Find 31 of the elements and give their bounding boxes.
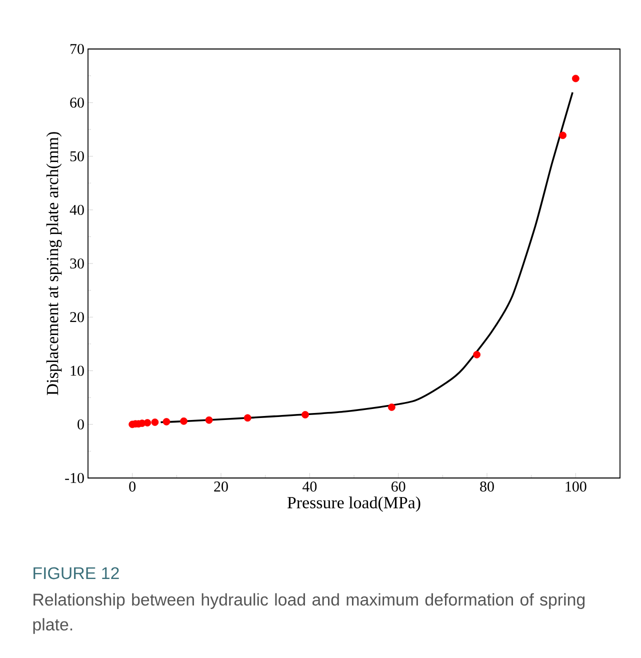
point (388, 404, 396, 411)
point (205, 416, 213, 424)
x-tick-label: 80 (480, 482, 494, 492)
line-series (160, 92, 574, 424)
y-axis-title: Displacement at spring plate arch(mm) (46, 132, 62, 396)
y-tick-label: 70 (70, 44, 84, 54)
point (162, 418, 170, 426)
caption: FIGURE 12 (34, 567, 119, 580)
y-tick-label: 40 (70, 204, 84, 215)
point (302, 411, 309, 418)
x-tick-label: 20 (214, 482, 228, 492)
x-tick-label: 60 (392, 482, 406, 492)
text: Relationship between hydraulic load and maximum deformation of spring plate. (33, 593, 585, 634)
point (572, 74, 580, 82)
y-tick-label: 10 (70, 366, 84, 376)
point (559, 132, 567, 140)
point (473, 350, 481, 358)
point (151, 418, 159, 426)
y-tick-label: 50 (70, 151, 84, 162)
point (144, 419, 152, 426)
y-tick-label: 60 (70, 98, 84, 108)
x-tick-label: 40 (302, 482, 317, 492)
x-tick-label: 100 (566, 482, 586, 492)
y-tick-label: 20 (70, 312, 84, 322)
y-tick-label: -10 (65, 472, 84, 484)
y-tick-label: 30 (70, 258, 84, 269)
x-tick-label: 0 (129, 482, 136, 492)
point (244, 414, 252, 422)
point (180, 417, 188, 425)
x-axis-title: Pressure load(MPa) (287, 496, 420, 512)
y-tick-label: 0 (78, 419, 84, 430)
